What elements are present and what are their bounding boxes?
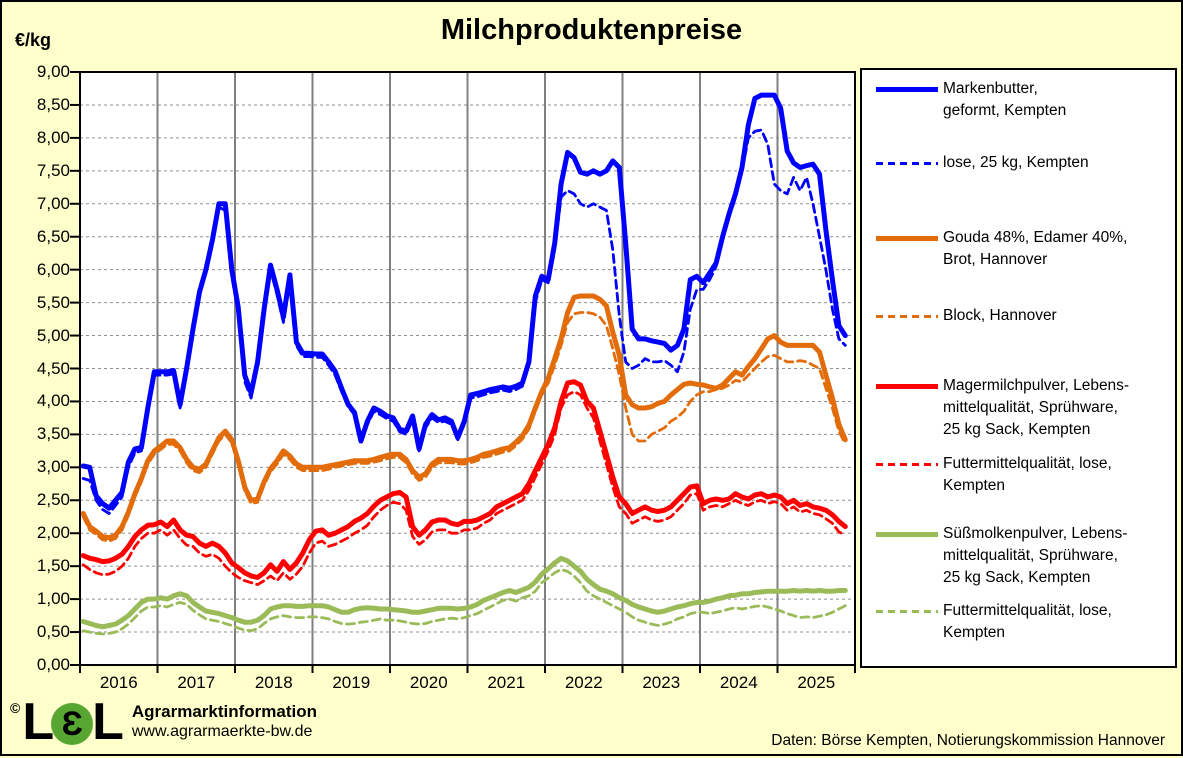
y-tick-label: 1,50 bbox=[36, 556, 70, 576]
lel-logo-green-circle-icon: Ɛ bbox=[51, 702, 94, 745]
x-tick-label: 2016 bbox=[99, 673, 138, 692]
legend-line-orange-solid bbox=[876, 236, 938, 241]
footer-website-url: www.agrarmaerkte-bw.de bbox=[131, 723, 313, 740]
legend-line-green-solid bbox=[876, 532, 938, 537]
y-axis-unit-label: €/kg bbox=[15, 30, 52, 50]
y-tick-label: 8,00 bbox=[36, 127, 70, 147]
y-tick-label: 3,50 bbox=[36, 424, 70, 444]
x-tick-label: 2023 bbox=[642, 673, 681, 692]
y-tick-label: 0,50 bbox=[36, 622, 70, 642]
legend-label: Block, Hannover bbox=[943, 307, 1057, 324]
legend-item-magermilchpulver: Magermilchpulver, Lebens- mittelqualität… bbox=[876, 375, 1169, 441]
lel-logo-letter-l1: L bbox=[22, 693, 54, 751]
y-tick-label: 5,00 bbox=[36, 325, 70, 345]
y-tick-label: 0,00 bbox=[36, 655, 70, 674]
y-tick-label: 7,50 bbox=[36, 160, 70, 180]
legend-line-blue-solid bbox=[876, 87, 938, 92]
x-tick-label: 2021 bbox=[487, 673, 526, 692]
y-tick-label: 5,50 bbox=[36, 292, 70, 312]
y-tick-label: 6,00 bbox=[36, 259, 70, 279]
footer-text-block: Agrarmarktinformation www.agrarmaerkte-b… bbox=[132, 702, 317, 742]
legend-line-orange-dashed bbox=[876, 315, 938, 318]
x-tick-label: 2025 bbox=[797, 673, 836, 692]
data-source-note: Daten: Börse Kempten, Notierungskommissi… bbox=[771, 732, 1165, 749]
legend-line-red-dashed bbox=[876, 463, 938, 466]
legend-label: Markenbutter, geformt, Kempten bbox=[943, 80, 1067, 119]
x-tick-label: 2018 bbox=[254, 673, 293, 692]
legend-item-block-hannover: Block, Hannover bbox=[876, 305, 1169, 327]
legend-line-blue-dashed bbox=[876, 162, 938, 165]
y-tick-label: 1,00 bbox=[36, 589, 70, 609]
legend-item-mmp-futtermittel: Futtermittelqualität, lose, Kempten bbox=[876, 453, 1169, 497]
footer-organization: Agrarmarktinformation bbox=[131, 702, 317, 721]
y-tick-label: 7,00 bbox=[36, 193, 70, 213]
page-title: Milchproduktenpreise bbox=[440, 14, 743, 46]
copyright-symbol: © bbox=[10, 700, 21, 716]
y-tick-label: 6,50 bbox=[36, 226, 70, 246]
y-tick-label: 4,00 bbox=[36, 391, 70, 411]
lel-logo-letters: L Ɛ L bbox=[22, 693, 124, 751]
legend-item-markenbutter-geformt: Markenbutter, geformt, Kempten bbox=[876, 78, 1169, 122]
legend-item-gouda-edamer: Gouda 48%, Edamer 40%, Brot, Hannover bbox=[876, 227, 1169, 271]
legend-label: Futtermittelqualität, lose, Kempten bbox=[943, 455, 1112, 494]
y-tick-label: 3,00 bbox=[36, 457, 70, 477]
x-tick-label: 2024 bbox=[719, 673, 758, 692]
lel-logo-letter-l2: L bbox=[92, 693, 124, 751]
lel-logo: © L Ɛ L Agrarmarktinformation www.agrarm… bbox=[10, 693, 317, 751]
y-tick-label: 2,50 bbox=[36, 490, 70, 510]
x-tick-label: 2020 bbox=[409, 673, 448, 692]
lel-logo-letter-e: Ɛ bbox=[61, 704, 83, 743]
legend-item-butter-lose: lose, 25 kg, Kempten bbox=[876, 152, 1169, 174]
y-tick-label: 4,50 bbox=[36, 358, 70, 378]
chart-legend: Markenbutter, geformt, Kempten lose, 25 … bbox=[860, 68, 1177, 668]
legend-label: Futtermittelqualität, lose, Kempten bbox=[943, 602, 1112, 641]
legend-label: Gouda 48%, Edamer 40%, Brot, Hannover bbox=[943, 229, 1128, 268]
legend-line-red-solid bbox=[876, 384, 938, 389]
legend-label: Magermilchpulver, Lebens- mittelqualität… bbox=[943, 377, 1130, 438]
legend-label: Süßmolkenpulver, Lebens- mittelqualität,… bbox=[943, 525, 1128, 586]
legend-item-suessmolkenpulver: Süßmolkenpulver, Lebens- mittelqualität,… bbox=[876, 523, 1169, 589]
legend-line-green-dashed bbox=[876, 610, 938, 613]
y-tick-label: 8,50 bbox=[36, 94, 70, 114]
x-tick-label: 2019 bbox=[332, 673, 371, 692]
x-tick-label: 2017 bbox=[177, 673, 216, 692]
y-tick-label: 9,00 bbox=[36, 62, 70, 81]
legend-label: lose, 25 kg, Kempten bbox=[943, 154, 1089, 171]
legend-item-smp-futtermittel: Futtermittelqualität, lose, Kempten bbox=[876, 600, 1169, 644]
y-tick-label: 2,00 bbox=[36, 523, 70, 543]
x-tick-label: 2022 bbox=[564, 673, 603, 692]
